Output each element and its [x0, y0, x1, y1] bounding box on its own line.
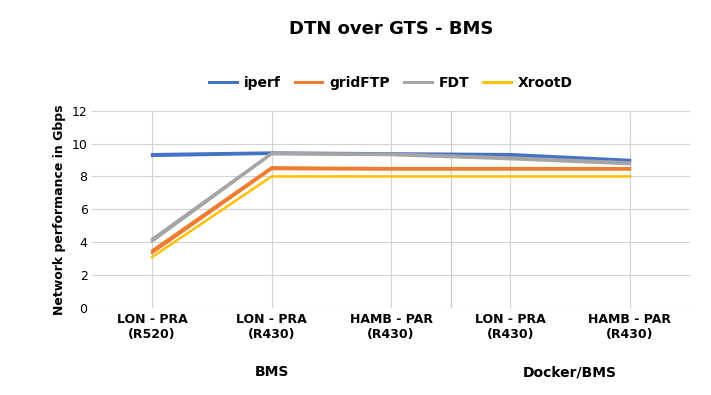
Text: Docker/BMS: Docker/BMS	[523, 365, 617, 379]
Text: DTN over GTS - BMS: DTN over GTS - BMS	[289, 20, 493, 38]
Legend: iperf, gridFTP, FDT, XrootD: iperf, gridFTP, FDT, XrootD	[203, 70, 579, 95]
Text: BMS: BMS	[255, 365, 289, 379]
Y-axis label: Network performance in Gbps: Network performance in Gbps	[53, 104, 66, 314]
